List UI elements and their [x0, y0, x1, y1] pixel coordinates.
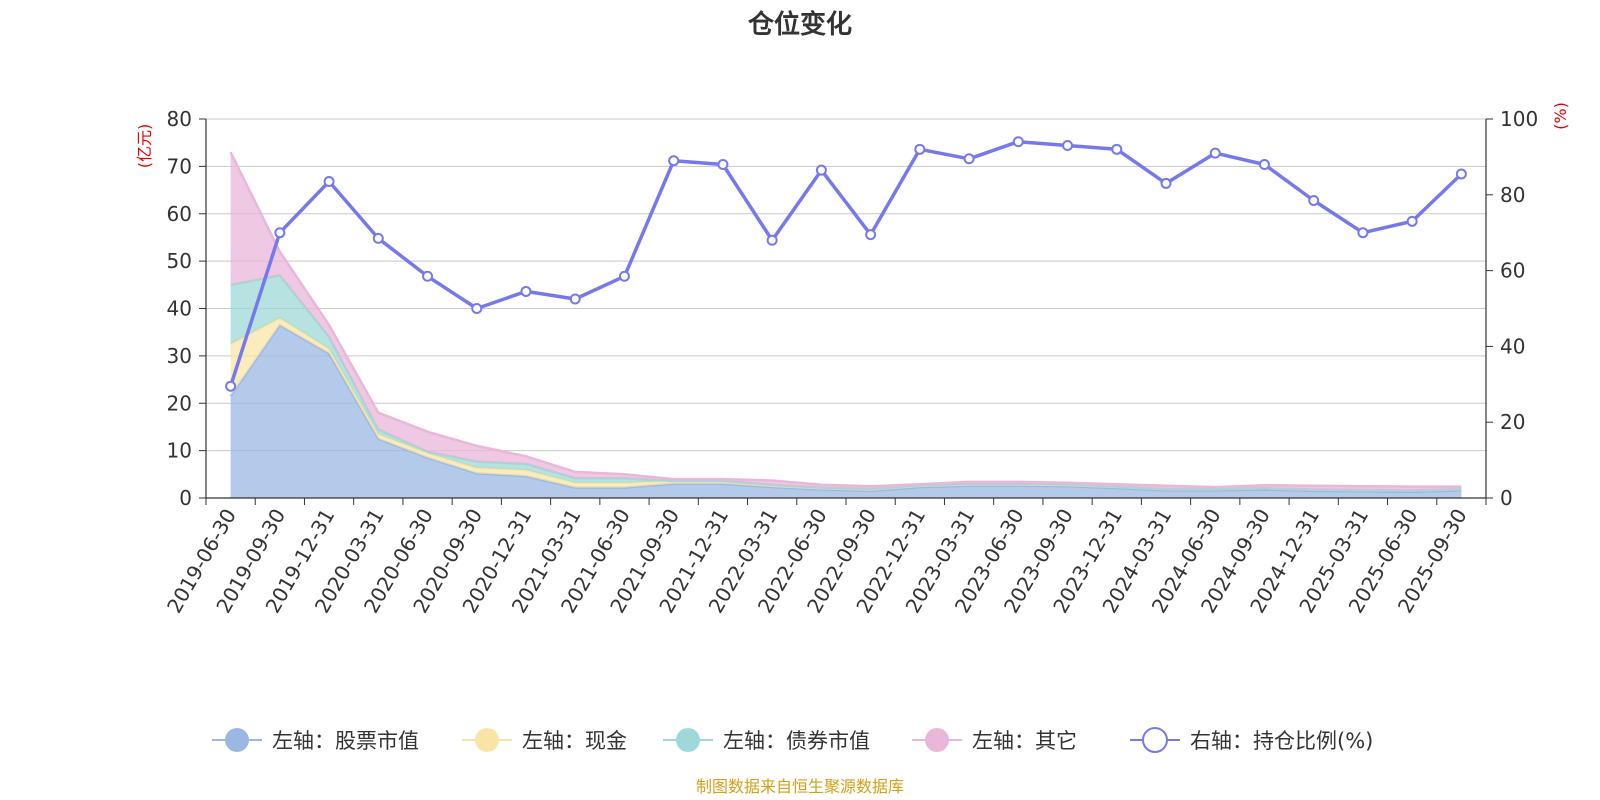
left-axis-tick: 80: [167, 107, 192, 131]
legend-marker-0: [225, 728, 249, 752]
chart-title: 仓位变化: [747, 9, 852, 40]
right-axis-tick: 60: [1500, 259, 1525, 283]
line-point: [1308, 194, 1320, 206]
left-axis-tick: 10: [167, 439, 192, 463]
right-axis-unit: (%): [1551, 102, 1570, 130]
line-point: [1258, 158, 1270, 170]
legend-label-4: 右轴：持仓比例(%): [1190, 729, 1373, 753]
left-axis-tick: 20: [167, 391, 192, 415]
area-edge-左轴：其它: [229, 151, 1462, 489]
legend-marker-3: [925, 728, 949, 752]
legend-marker-1: [475, 728, 499, 752]
line-point: [323, 176, 335, 188]
line-point: [1111, 143, 1123, 155]
line-point: [717, 158, 729, 170]
area-左轴：股票市值: [230, 325, 1462, 498]
line-point: [1012, 136, 1024, 148]
line-point: [963, 153, 975, 165]
line-point: [569, 293, 581, 305]
line-point: [274, 227, 286, 239]
left-axis-unit: (亿元): [135, 124, 154, 169]
right-axis-tick: 40: [1500, 334, 1525, 358]
right-axis-tick: 80: [1500, 183, 1525, 207]
line-point: [815, 164, 827, 176]
right-axis-tick: 20: [1500, 410, 1525, 434]
line-point: [618, 270, 630, 282]
line-point: [1406, 215, 1418, 227]
line-point: [1209, 147, 1221, 159]
line-point: [422, 270, 434, 282]
right-axis-tick: 100: [1500, 107, 1538, 131]
legend-label-1: 左轴：现金: [522, 729, 627, 753]
line-point: [225, 380, 237, 392]
source-note: 制图数据来自恒生聚源数据库: [696, 777, 904, 796]
left-axis-tick: 50: [167, 249, 192, 273]
legend-label-3: 左轴：其它: [972, 729, 1077, 753]
line-point: [1455, 168, 1467, 180]
legend: 左轴：股票市值 左轴：现金 左轴：债券市值 左轴：其它 右轴：持仓比例(%): [212, 727, 1373, 753]
legend-label-2: 左轴：债券市值: [723, 729, 870, 753]
line-point: [372, 232, 384, 244]
legend-label-0: 左轴：股票市值: [272, 729, 419, 753]
left-axis-tick: 60: [167, 202, 192, 226]
line-point: [865, 229, 877, 241]
x-axis-labels: 2019-06-302019-09-302019-12-312020-03-31…: [162, 505, 1472, 618]
line-series: [225, 136, 1467, 392]
axes: 0 10 20 30 40 50 60 70 80 0 20 40 60 80 100: [167, 107, 1539, 510]
line-point: [471, 303, 483, 314]
line-point: [520, 285, 532, 297]
line-point: [914, 143, 926, 155]
area-series: [229, 151, 1462, 498]
line-holding-ratio: [228, 139, 1463, 387]
line-point: [766, 234, 778, 246]
legend-marker-2: [676, 728, 700, 752]
left-axis-tick: 40: [167, 297, 192, 321]
line-point: [1062, 140, 1074, 152]
legend-marker-4: [1142, 727, 1168, 753]
line-point: [668, 155, 680, 167]
left-axis-tick: 30: [167, 344, 192, 368]
line-point: [1357, 227, 1369, 239]
right-axis-tick: 0: [1500, 486, 1513, 510]
line-point: [1160, 177, 1172, 189]
left-axis-tick: 70: [167, 154, 192, 178]
left-axis-tick: 0: [179, 486, 192, 510]
